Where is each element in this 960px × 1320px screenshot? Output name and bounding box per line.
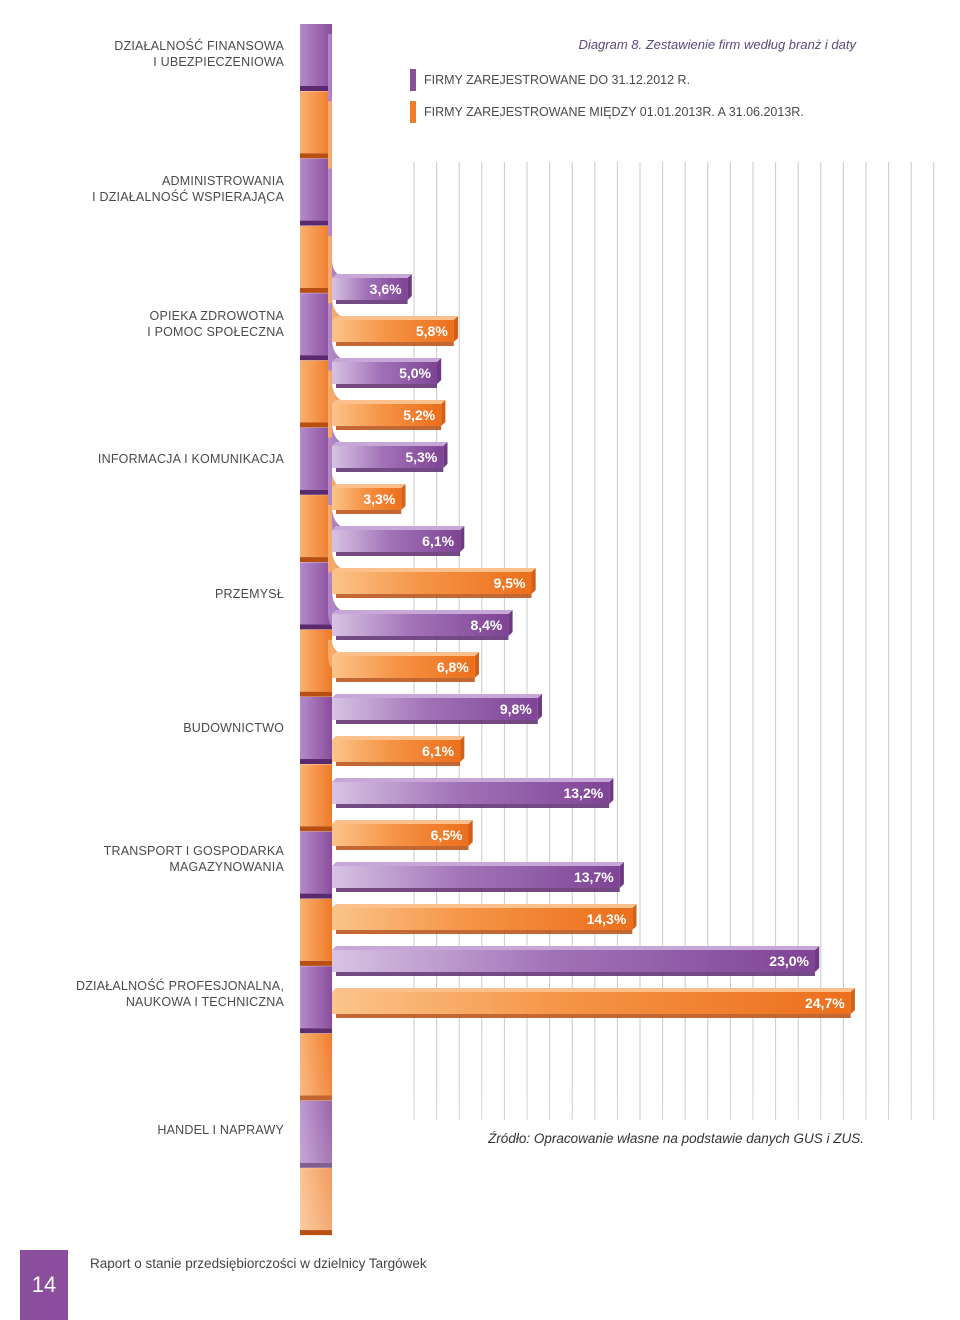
- report-title: Raport o stanie przedsiębiorczości w dzi…: [90, 1256, 427, 1271]
- data-label: 3,6%: [370, 281, 402, 297]
- page-number: 14: [20, 1250, 68, 1320]
- bar: [328, 505, 536, 598]
- data-label: 3,3%: [363, 491, 395, 507]
- category-label-opieka-zdrowotna: OPIEKA ZDROWOTNA I POMOC SPOŁECZNA: [147, 309, 284, 339]
- data-label: 13,7%: [574, 869, 614, 885]
- category-tab: [300, 427, 332, 495]
- bar: [328, 572, 513, 640]
- bar: [332, 736, 465, 766]
- category-tab: [300, 764, 332, 832]
- bar: [332, 988, 855, 1018]
- legend-label-2013: FIRMY ZAREJESTROWANE MIĘDZY 01.01.2013R.…: [424, 105, 804, 119]
- legend-item-2012: FIRMY ZAREJESTROWANE DO 31.12.2012 R.: [410, 69, 690, 91]
- category-tab: [300, 24, 332, 91]
- category-label-finanse: DZIAŁALNOŚĆ FINANSOWA I UBEZPIECZENIOWA: [114, 39, 284, 69]
- data-label: 5,2%: [403, 407, 435, 423]
- bar: [328, 370, 406, 514]
- data-label: 6,1%: [422, 743, 454, 759]
- category-label-transport: TRANSPORT I GOSPODARKA MAGAZYNOWANIA: [103, 844, 284, 874]
- data-label: 14,3%: [587, 911, 627, 927]
- bottom-fade: [290, 1020, 950, 1230]
- data-label: 9,8%: [500, 701, 532, 717]
- category-tab: [300, 831, 332, 899]
- chart-title: Diagram 8. Zestawienie firm według branż…: [578, 37, 856, 52]
- bar: [332, 694, 542, 724]
- category-label-przemysl: PRZEMYSŁ: [215, 587, 284, 601]
- legend-label-2012: FIRMY ZAREJESTROWANE DO 31.12.2012 R.: [424, 73, 691, 87]
- bar: [328, 639, 479, 682]
- data-label: 9,5%: [494, 575, 526, 591]
- bar: [332, 946, 820, 976]
- category-tab: [300, 225, 332, 293]
- category-tab: [300, 360, 332, 428]
- category-tab: [300, 158, 332, 226]
- category-tab: [300, 495, 332, 563]
- data-label: 5,8%: [416, 323, 448, 339]
- legend-swatch-purple: [410, 69, 416, 91]
- bar: [332, 778, 614, 808]
- bar: [332, 862, 624, 892]
- category-tab: [300, 91, 332, 159]
- category-tab: [300, 562, 332, 630]
- category-tab: [300, 898, 332, 966]
- source-note: Źródło: Opracowanie własne na podstawie …: [488, 1131, 864, 1146]
- data-label: 5,0%: [399, 365, 431, 381]
- data-label: 6,5%: [431, 827, 463, 843]
- category-label-handel: HANDEL I NAPRAWY: [157, 1123, 284, 1137]
- category-tab: [300, 629, 332, 697]
- bar: [328, 437, 465, 556]
- category-tab: [300, 293, 332, 361]
- data-label: 6,8%: [437, 659, 469, 675]
- category-label-administrowanie: ADMINISTROWANIA I DZIAŁALNOŚĆ WSPIERAJĄCA: [92, 174, 284, 204]
- bar: [328, 34, 412, 304]
- category-label-informacja: INFORMACJA I KOMUNIKACJA: [97, 452, 284, 466]
- data-label: 8,4%: [470, 617, 502, 633]
- data-label: 5,3%: [405, 449, 437, 465]
- bar: [328, 101, 458, 346]
- data-label: 23,0%: [769, 953, 809, 969]
- bar: [332, 904, 637, 934]
- data-label: 13,2%: [563, 785, 603, 801]
- legend-swatch-orange: [410, 101, 416, 123]
- category-label-budownictwo: BUDOWNICTWO: [183, 721, 284, 735]
- bar: [332, 820, 473, 850]
- category-tab: [300, 697, 332, 764]
- legend-item-2013: FIRMY ZAREJESTROWANE MIĘDZY 01.01.2013R.…: [410, 101, 804, 123]
- category-label-dzialalnosc-profesjonalna: DZIAŁALNOŚĆ PROFESJONALNA, NAUKOWA I TECH…: [75, 979, 284, 1009]
- data-label: 24,7%: [805, 995, 845, 1011]
- data-label: 6,1%: [422, 533, 454, 549]
